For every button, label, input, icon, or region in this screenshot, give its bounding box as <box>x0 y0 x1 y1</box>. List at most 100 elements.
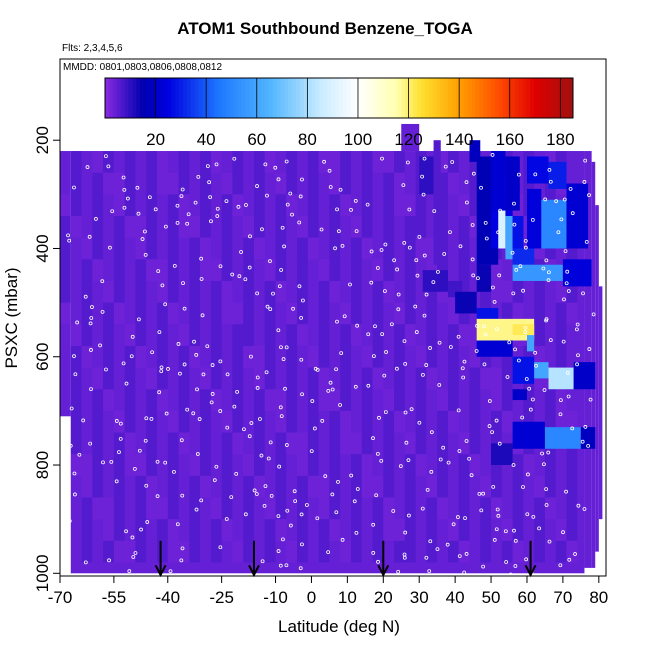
background-cell <box>372 345 384 368</box>
track-point <box>249 421 254 425</box>
track-point <box>130 535 135 540</box>
colorbar-segment <box>288 78 293 118</box>
colorbar-segment <box>444 78 449 118</box>
background-cell <box>103 540 114 563</box>
track-point <box>279 414 284 419</box>
background-cell <box>501 302 513 325</box>
colorbar-segment <box>342 78 348 118</box>
colorbar-segment <box>198 78 203 118</box>
x-tick-label: 50 <box>482 588 501 607</box>
background-cell <box>103 367 114 390</box>
track-point <box>278 563 283 568</box>
background-cell <box>286 540 298 563</box>
background-cell <box>178 540 190 563</box>
background-cell <box>264 345 276 368</box>
colorbar-segment <box>147 78 153 118</box>
background-cell <box>458 324 470 346</box>
background-cell <box>318 497 330 520</box>
background-cell <box>124 151 136 173</box>
track-point <box>464 200 469 205</box>
track-point <box>178 371 182 376</box>
x-tick-label: -10 <box>263 588 288 607</box>
background-cell <box>275 454 287 476</box>
background-cell <box>167 519 179 541</box>
background-cell <box>92 172 104 195</box>
colorbar-tick-label: 60 <box>247 130 266 149</box>
track-point <box>139 527 143 532</box>
track-point <box>132 466 137 471</box>
track-point <box>384 350 388 354</box>
background-cell <box>221 475 233 498</box>
colorbar-segment <box>245 78 250 118</box>
track-point <box>395 267 399 272</box>
track-point <box>255 291 260 296</box>
background-cell <box>447 410 459 433</box>
background-cell <box>329 259 341 281</box>
track-point <box>218 545 223 550</box>
track-point <box>191 411 196 416</box>
background-cell <box>394 367 405 390</box>
colorbar-segment <box>128 78 133 118</box>
background-cell <box>426 540 438 563</box>
background-cell <box>534 540 545 563</box>
coverage-region <box>598 286 603 520</box>
colorbar-segment <box>510 78 515 118</box>
track-point <box>276 514 281 519</box>
track-point <box>210 363 215 367</box>
background-cell <box>264 151 276 173</box>
colorbar-frame <box>104 77 574 119</box>
colorbar-segment <box>420 78 426 118</box>
background-cell <box>297 519 308 541</box>
heatmap-cell <box>476 340 513 357</box>
background-cell <box>124 410 136 433</box>
background-cell <box>156 151 168 173</box>
track-point <box>395 366 399 371</box>
track-point <box>186 212 191 217</box>
background-cell <box>318 259 330 281</box>
track-point <box>149 416 154 421</box>
heatmap-cell <box>505 215 513 260</box>
track-point <box>530 217 535 222</box>
track-point <box>481 564 486 569</box>
background-cell <box>555 540 567 563</box>
track-point <box>401 183 406 188</box>
colorbar-segment <box>534 78 539 118</box>
x-tick-label: -55 <box>102 588 127 607</box>
track-point <box>199 256 204 261</box>
track-point <box>565 371 570 375</box>
colorbar-segment <box>335 78 340 118</box>
track-point <box>523 238 528 243</box>
track-point <box>109 460 114 464</box>
track-point <box>340 537 345 542</box>
track-point <box>495 507 500 512</box>
track-point <box>224 517 229 521</box>
colorbar-segment <box>366 78 371 118</box>
track-point <box>131 555 136 559</box>
track-point <box>199 277 204 281</box>
background-cell <box>124 172 136 195</box>
background-cell <box>447 367 459 390</box>
track-point <box>417 420 422 425</box>
background-cell <box>340 345 351 368</box>
track-point <box>520 415 525 420</box>
background-cell <box>264 324 276 346</box>
background-cell <box>81 454 93 476</box>
background-cell <box>415 410 427 433</box>
background-cell <box>480 540 492 563</box>
track-point <box>566 289 571 293</box>
background-cell <box>124 540 136 563</box>
background-cell <box>469 194 481 216</box>
colorbar-tick-label: 140 <box>445 130 473 149</box>
colorbar-segment <box>350 78 356 118</box>
track-point <box>366 383 371 388</box>
background-cell <box>329 432 341 455</box>
background-cell <box>329 497 341 520</box>
background-cell <box>426 497 438 520</box>
colorbar-tick-label: 160 <box>496 130 524 149</box>
heatmap-cell <box>580 427 596 449</box>
track-point <box>470 257 475 262</box>
colorbar-segment <box>319 78 324 118</box>
background-cell <box>544 389 556 411</box>
track-point <box>69 406 74 411</box>
background-cell <box>394 410 405 433</box>
